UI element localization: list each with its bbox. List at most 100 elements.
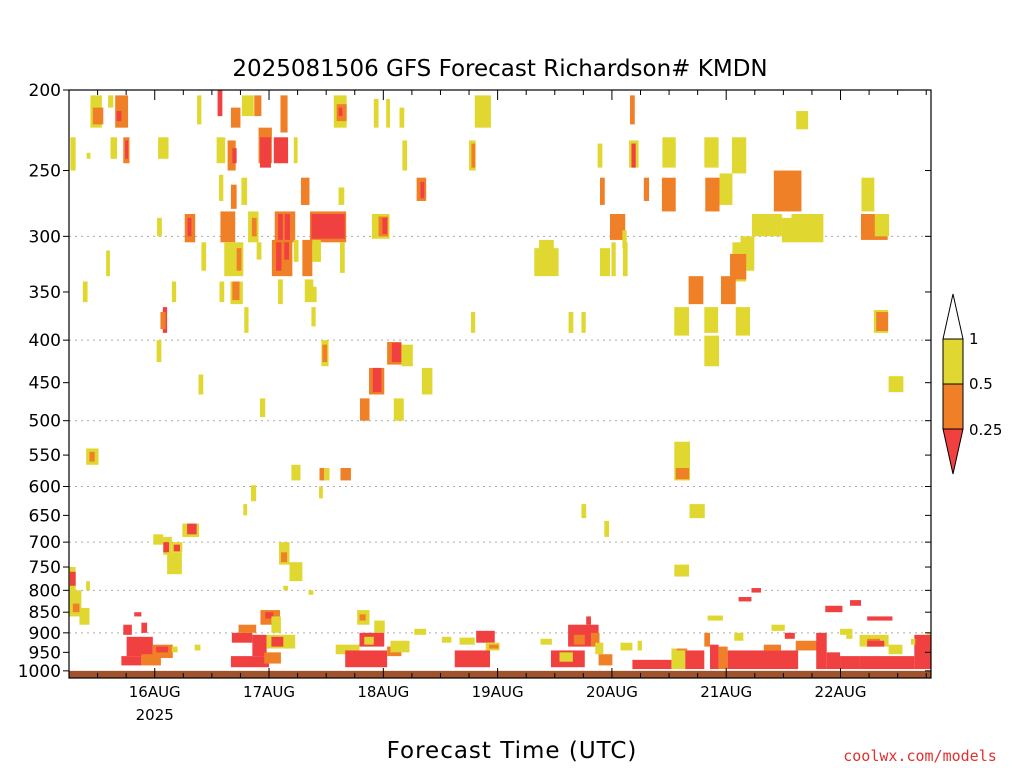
heatmap-cell: [293, 137, 298, 164]
heatmap-cell: [751, 214, 782, 237]
heatmap-cell: [707, 615, 723, 621]
heatmap-cell: [816, 632, 827, 670]
heatmap-cell: [116, 111, 122, 122]
heatmap-cell: [888, 644, 903, 655]
heatmap-cell: [688, 276, 704, 305]
heatmap-cell: [374, 620, 385, 633]
heatmap-cell: [773, 170, 802, 212]
heatmap-cell: [372, 367, 382, 393]
heatmap-cell: [265, 612, 274, 619]
heatmap-cell: [79, 607, 90, 625]
colorbar-legend: 1 0.5 0.25: [942, 293, 1002, 475]
heatmap-cell: [704, 335, 720, 367]
heatmap-cell: [489, 644, 499, 649]
heatmap-cell: [194, 644, 201, 651]
y-tick-label: 300: [29, 227, 61, 247]
heatmap-cell: [300, 177, 310, 205]
heatmap-cell: [167, 552, 182, 575]
heatmap-cell: [825, 605, 843, 613]
x-tick-label: 19AUG: [472, 683, 524, 701]
heatmap-cell: [390, 640, 410, 653]
heatmap-cell: [230, 107, 241, 128]
heatmap-cell: [454, 650, 490, 668]
heatmap-cell: [271, 636, 284, 647]
y-tick-label: 950: [29, 643, 61, 663]
heatmap-cell: [230, 184, 237, 209]
heatmap-cell: [850, 600, 861, 606]
heatmap-cell: [241, 95, 254, 117]
y-tick-label: 650: [29, 506, 61, 526]
heatmap-cell: [259, 398, 266, 418]
heatmap-cell: [293, 239, 299, 262]
heatmap-cell: [710, 644, 719, 670]
heatmap-cell: [382, 217, 388, 234]
heatmap-cell: [730, 253, 747, 280]
heatmap-cell: [232, 148, 237, 164]
heatmap-cell: [276, 242, 282, 271]
x-axis: 16AUG 2025 17AUG 18AUG 19AUG 20AUG 21AUG 22AUG: [97, 90, 927, 724]
heatmap-cell: [280, 95, 288, 133]
heatmap-cell: [291, 464, 301, 481]
heatmap-cell: [581, 504, 587, 519]
legend-label-0-5: 0.5: [969, 375, 993, 393]
heatmap-cell: [705, 177, 720, 212]
heatmap-cell: [187, 523, 197, 535]
x-tick-label: 21AUG: [700, 683, 752, 701]
heatmap-cell: [82, 281, 88, 303]
heatmap-cell: [227, 140, 236, 171]
heatmap-cell: [289, 562, 303, 582]
heatmap-cell: [256, 242, 262, 260]
heatmap-cell: [590, 632, 600, 647]
colorbar-orange: [942, 383, 964, 430]
heatmap-cell: [581, 312, 586, 333]
heatmap-cell: [312, 239, 321, 262]
heatmap-cell: [217, 90, 223, 117]
heatmap-cell: [840, 628, 853, 635]
heatmap-cell: [610, 214, 626, 240]
heatmap-cell: [661, 177, 676, 212]
heatmap-cell: [474, 95, 491, 128]
heatmap-cell: [359, 398, 370, 421]
heatmap-cell: [459, 637, 475, 645]
x-tick-label: 18AUG: [357, 683, 409, 701]
heatmap-cell: [534, 248, 559, 277]
heatmap-cell: [738, 597, 752, 602]
plot-frame: [68, 89, 932, 679]
x-tick-label: 16AUG: [129, 683, 181, 701]
heatmap-cell: [219, 281, 225, 303]
heatmap-cell: [386, 98, 390, 128]
heatmap-cell: [171, 646, 178, 653]
heatmap-cell: [324, 467, 330, 481]
heatmap-cell: [236, 248, 242, 271]
heatmap-cell: [197, 95, 202, 125]
heatmap-cell: [421, 367, 433, 395]
heatmap-cell: [254, 95, 262, 117]
y-tick-label: 450: [29, 374, 61, 394]
heatmap-cell: [311, 286, 317, 303]
heatmap-cell: [72, 603, 80, 613]
y-tick-label: 850: [29, 603, 61, 623]
heatmap-cell: [284, 242, 290, 260]
heatmap-cell: [126, 636, 153, 657]
heatmap-cell: [573, 634, 585, 645]
heatmap-cell: [734, 632, 744, 641]
heatmap-cell: [108, 95, 114, 108]
colorbar-top-arrow: [942, 293, 964, 340]
heatmap-cell: [252, 634, 267, 657]
heatmap-cell: [219, 174, 224, 201]
heatmap-cell: [861, 177, 875, 212]
heatmap-cell: [637, 640, 642, 651]
y-tick-label: 350: [29, 283, 61, 303]
heatmap-cell: [278, 214, 283, 240]
heatmap-cell: [597, 143, 603, 168]
heatmap-cell: [704, 632, 711, 647]
heatmap-cell: [335, 644, 360, 655]
heatmap-cell: [160, 312, 166, 330]
heatmap-cell: [662, 137, 676, 168]
heatmap-cell: [399, 107, 405, 128]
heatmap-cell: [476, 630, 495, 643]
x-tick-sublabel: 2025: [136, 706, 174, 724]
heatmap-cell: [359, 614, 366, 621]
heatmap-cell: [92, 107, 104, 125]
grid-lines: [69, 235, 931, 634]
